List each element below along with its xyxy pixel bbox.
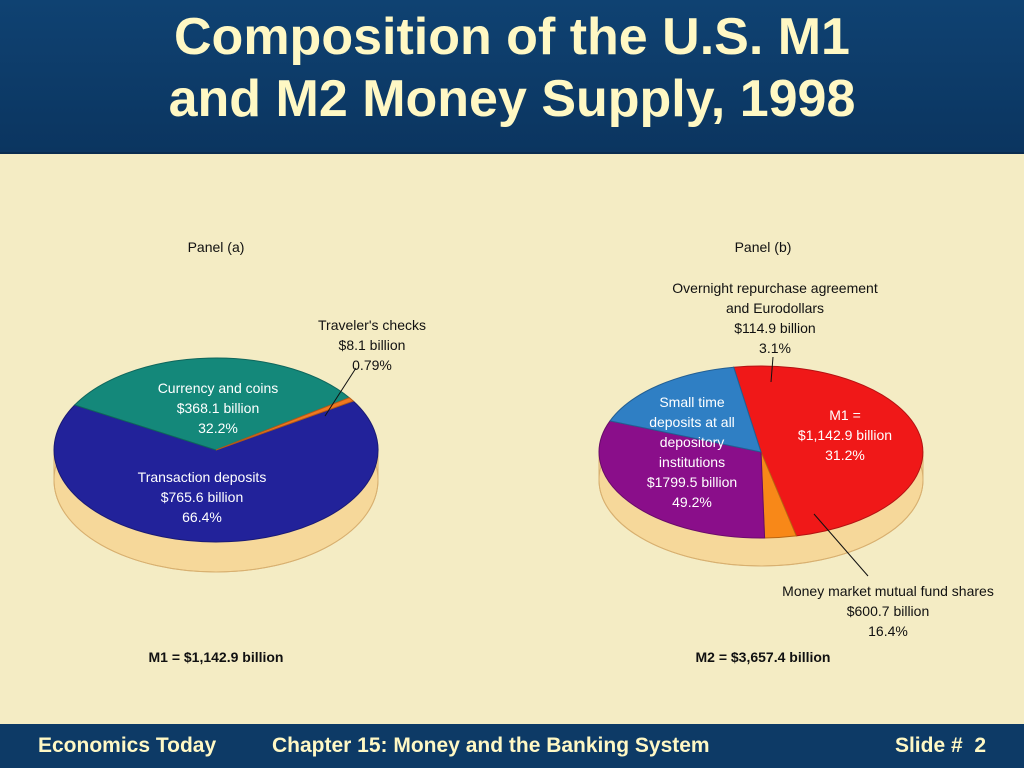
pie-a-label-traveler-s-checks-line-1: Traveler's checks	[318, 317, 426, 333]
pie-a-label-transaction-deposits-line-2: $765.6 billion	[161, 489, 244, 505]
pie-b-slice-small-time	[733, 365, 924, 537]
footer-slide-number-value: 2	[974, 734, 986, 757]
pie-a-label-currency-and-coins-line-3: 32.2%	[198, 420, 238, 436]
pie-a-label-currency-and-coins-line-2: $368.1 billion	[177, 400, 260, 416]
pie-b-label-small-time-line-3: depository	[660, 434, 725, 450]
chart-area: Panel (a) M1 = $1,142.9 billion Transactio…	[0, 152, 1024, 726]
pie-b-slice-m1	[598, 420, 766, 539]
pie-b-label-overnight-repurchase-agreement-line-1: Overnight repurchase agreement	[672, 280, 878, 296]
pie-a-label-transaction-deposits-line-3: 66.4%	[182, 509, 222, 525]
title-bar: Composition of the U.S. M1 and M2 Money …	[0, 0, 1024, 152]
pie-b-leader-money-market-mutual-fund-shares	[813, 513, 869, 577]
pie-a-label-transaction-deposits-line-1: Transaction deposits	[138, 469, 267, 485]
pie-b-label-money-market-mutual-fund-shares-line-3: 16.4%	[868, 623, 908, 639]
slide-title: Composition of the U.S. M1 and M2 Money …	[0, 6, 1024, 130]
pie-b-label-overnight-repurchase-agreement-line-2: and Eurodollars	[726, 300, 824, 316]
pie-b-label-m1-line-1: M1 =	[829, 407, 861, 423]
pie-b-label-small-time-line-5: $1799.5 billion	[647, 474, 737, 490]
pie-b-label-small-time-line-4: institutions	[659, 454, 725, 470]
pie-a-label-traveler-s-checks-line-3: 0.79%	[352, 357, 392, 373]
pie-a-label-traveler-s-checks-line-2: $8.1 billion	[339, 337, 406, 353]
slide-title-line-2: and M2 Money Supply, 1998	[168, 70, 856, 128]
pie-b-leader-overnight-repurchase-agreement	[770, 356, 774, 383]
pie-b-title: Panel (b)	[735, 239, 792, 255]
pie-a-label-currency-and-coins-line-1: Currency and coins	[158, 380, 279, 396]
pie-a-slice-traveler-s-checks	[215, 397, 355, 451]
pie-a-slice-transaction-deposits	[53, 400, 379, 543]
pie-b-label-money-market-mutual-fund-shares-line-1: Money market mutual fund shares	[782, 583, 994, 599]
pie-b-total-label: M2 = $3,657.4 billion	[695, 649, 830, 665]
footer-slide-number: Slide # 2	[895, 734, 986, 758]
footer-bar: Economics Today Chapter 15: Money and th…	[0, 724, 1024, 768]
pie-a-title: Panel (a)	[188, 239, 245, 255]
pie-b-label-money-market-mutual-fund-shares-line-2: $600.7 billion	[847, 603, 930, 619]
pie-b-label-overnight-repurchase-agreement-line-4: 3.1%	[759, 340, 791, 356]
slide-title-line-1: Composition of the U.S. M1	[174, 8, 850, 66]
footer-slide-label: Slide #	[894, 734, 963, 757]
pie-b-label-m1-line-3: 31.2%	[825, 447, 865, 463]
footer-book-title: Economics Today	[38, 734, 217, 757]
pie-a-leader-traveler-s-checks	[324, 367, 357, 417]
pie-a-total-label: M1 = $1,142.9 billion	[148, 649, 283, 665]
footer-chapter: Chapter 15: Money and the Banking System	[272, 734, 710, 757]
pie-b-label-small-time-line-2: deposits at all	[649, 414, 735, 430]
pie-b-label-overnight-repurchase-agreement-line-3: $114.9 billion	[734, 320, 815, 336]
pie-b-label-small-time-line-6: 49.2%	[672, 494, 712, 510]
pie-charts: Panel (a) M1 = $1,142.9 billion Transactio…	[53, 239, 994, 665]
pie-b-slice-money-market-mutual-fund-shares	[609, 366, 762, 453]
pie-a-slice-currency-and-coins	[73, 357, 351, 451]
pie-b-label-m1-line-2: $1,142.9 billion	[798, 427, 892, 443]
pie-b-label-small-time-line-1: Small time	[659, 394, 725, 410]
